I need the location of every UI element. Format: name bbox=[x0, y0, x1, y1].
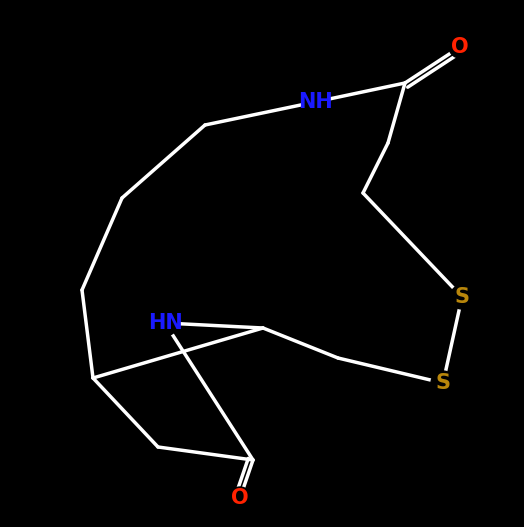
Circle shape bbox=[450, 285, 474, 309]
Text: HN: HN bbox=[148, 313, 182, 333]
Circle shape bbox=[302, 89, 328, 115]
Text: O: O bbox=[451, 37, 469, 57]
Circle shape bbox=[229, 487, 251, 509]
Circle shape bbox=[449, 36, 471, 58]
Circle shape bbox=[431, 371, 455, 395]
Text: NH: NH bbox=[298, 92, 332, 112]
Text: S: S bbox=[454, 287, 470, 307]
Text: O: O bbox=[231, 488, 249, 508]
Text: S: S bbox=[435, 373, 451, 393]
Circle shape bbox=[152, 310, 178, 336]
